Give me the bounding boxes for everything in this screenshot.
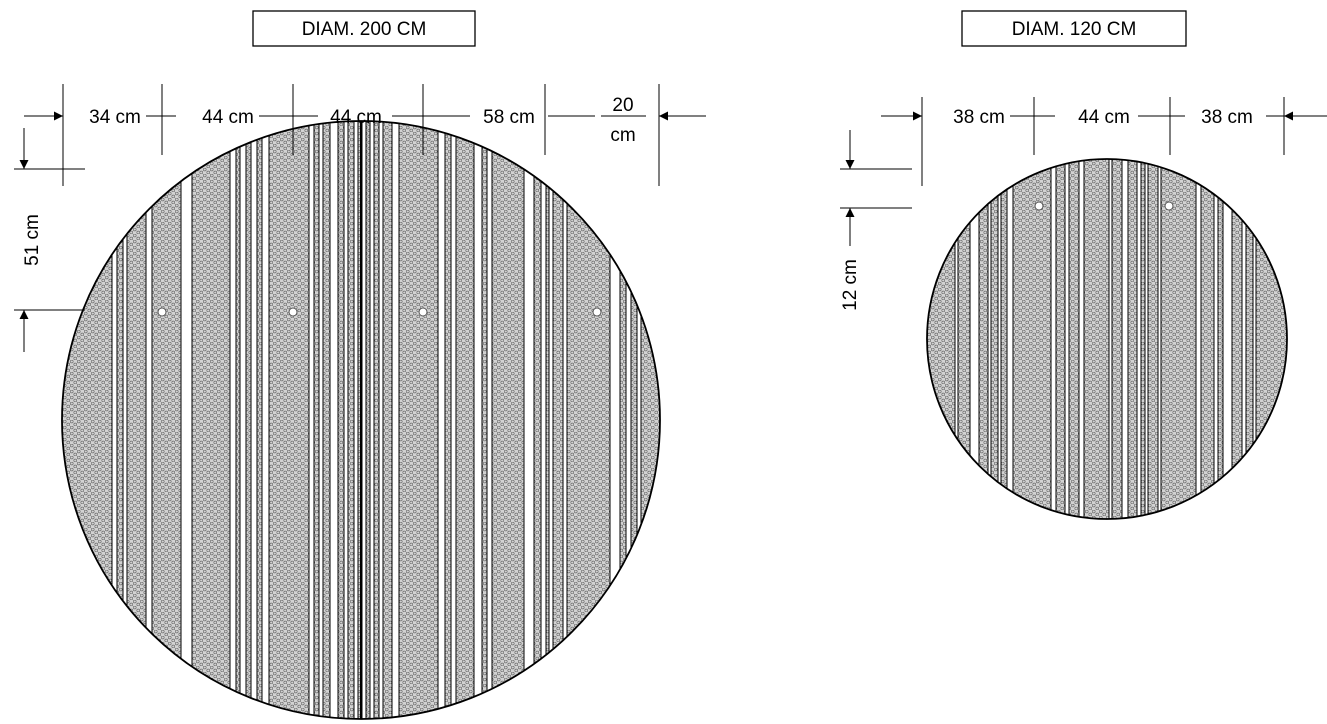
large-table-title-box: DIAM. 200 CM <box>252 10 476 47</box>
large-dim-vertical: 51 cm <box>22 214 43 266</box>
large-table-holes <box>157 307 602 317</box>
small-table-slats <box>954 159 1257 519</box>
small-table: DIAM. 120 CM <box>840 10 1327 520</box>
large-table-top <box>62 121 660 719</box>
small-table-title-box: DIAM. 120 CM <box>961 10 1187 47</box>
small-dim-3: 38 cm <box>1201 107 1253 128</box>
large-table-title: DIAM. 200 CM <box>302 19 427 40</box>
large-dim-1: 34 cm <box>89 107 141 128</box>
small-dim-vertical: 12 cm <box>840 259 861 311</box>
large-dim-3: 44 cm <box>330 107 382 128</box>
small-dim-2: 44 cm <box>1078 107 1130 128</box>
small-table-holes <box>1034 201 1174 211</box>
large-dim-2: 44 cm <box>202 107 254 128</box>
large-dim-4: 58 cm <box>483 107 535 128</box>
large-table-dimensions <box>14 84 706 352</box>
large-dim-5-top: 20 <box>612 95 633 116</box>
large-table-slats <box>111 121 642 719</box>
large-dim-5-bottom: cm <box>610 125 635 146</box>
large-table: DIAM. 200 CM <box>14 10 706 720</box>
small-table-top <box>927 159 1287 519</box>
small-table-title: DIAM. 120 CM <box>1012 19 1137 40</box>
small-dim-1: 38 cm <box>953 107 1005 128</box>
small-table-dimensions <box>840 97 1327 246</box>
